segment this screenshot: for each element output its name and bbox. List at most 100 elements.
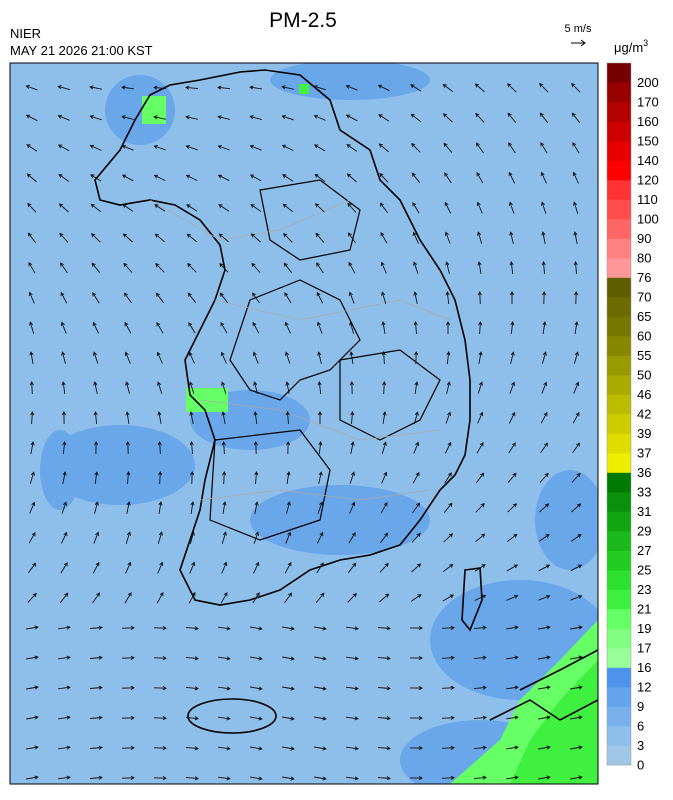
wind-arrow [158, 501, 163, 514]
wind-arrow [314, 626, 327, 631]
wind-arrow [29, 471, 35, 484]
wind-arrow [414, 351, 419, 365]
wind-arrow [348, 532, 356, 544]
wind-arrow [28, 562, 37, 574]
wind-arrow [538, 594, 551, 601]
wind-arrow [348, 261, 356, 274]
wind-arrow [347, 232, 356, 244]
colorbar-label: 23 [637, 582, 651, 597]
wind-arrow [345, 776, 359, 781]
colorbar-label: 200 [637, 75, 659, 90]
wind-arrow [29, 501, 36, 514]
wind-arrow [26, 655, 39, 660]
colorbar-label: 70 [637, 290, 651, 305]
wind-arrow [93, 411, 98, 425]
wind-arrow [506, 715, 519, 720]
wind-arrow [58, 655, 71, 660]
wind-arrow [252, 351, 259, 364]
wind-arrow [349, 321, 355, 334]
wind-arrow [185, 145, 198, 151]
wind-arrow [153, 115, 166, 120]
wind-arrow [381, 351, 386, 365]
wind-vectors [25, 83, 583, 781]
wind-arrow [250, 746, 263, 751]
wind-arrow [27, 232, 36, 244]
wind-arrow [314, 203, 325, 213]
colorbar-swatch [607, 121, 631, 142]
wind-arrow [313, 144, 326, 152]
colorbar-swatch [607, 199, 631, 220]
colorbar-label: 29 [637, 524, 651, 539]
wind-arrow [156, 591, 164, 604]
wind-arrow [346, 173, 357, 183]
colorbar-label: 80 [637, 251, 651, 266]
wind-arrow [541, 351, 547, 364]
wind-arrow [345, 686, 359, 691]
wind-arrow [29, 351, 34, 364]
wind-arrow [89, 655, 103, 660]
wind-arrow [285, 531, 292, 544]
colorbar-label: 90 [637, 231, 651, 246]
wind-arrow [89, 144, 102, 151]
colorbar-label: 16 [637, 660, 651, 675]
colorbar-swatch [607, 316, 631, 337]
wind-arrow [222, 501, 227, 514]
wind-arrow [414, 381, 419, 394]
wind-arrow [286, 471, 291, 484]
wind-arrow [316, 321, 323, 334]
wind-arrow [477, 231, 483, 244]
wind-arrow [252, 292, 260, 304]
wind-arrow [58, 685, 71, 690]
wind-arrow [381, 471, 388, 484]
wind-arrow [153, 626, 167, 631]
wind-arrow [473, 655, 487, 660]
wind-arrow [316, 531, 324, 544]
colorbar-swatch [607, 141, 631, 161]
wind-arrow [221, 411, 226, 424]
colorbar-swatch [607, 102, 631, 122]
wind-arrow [92, 321, 100, 334]
wind-arrow [57, 114, 70, 121]
wind-arrow [441, 715, 455, 720]
wind-arrow [573, 231, 578, 244]
colorbar-label: 100 [637, 212, 659, 227]
wind-arrow [345, 656, 359, 661]
wind-arrow [217, 144, 230, 151]
wind-arrow [92, 292, 100, 304]
wind-arrow [282, 203, 293, 213]
wind-arrow [507, 472, 517, 483]
wind-arrow [189, 531, 195, 544]
wind-arrow [28, 291, 35, 304]
wind-arrow [250, 656, 263, 661]
wind-arrow [572, 411, 580, 424]
wind-arrow [89, 745, 103, 750]
wind-arrow [156, 351, 163, 364]
wind-arrow [442, 563, 454, 572]
unit-sup: 3 [643, 38, 648, 48]
concentration-patches [40, 63, 598, 784]
wind-arrow [475, 142, 484, 154]
wind-arrow [26, 685, 39, 690]
wind-arrow [89, 625, 103, 630]
wind-arrow [61, 381, 66, 394]
wind-arrow [345, 746, 359, 751]
wind-arrow [506, 625, 519, 630]
wind-arrow [153, 746, 167, 751]
wind-arrow [409, 776, 423, 781]
wind-arrow [93, 351, 99, 364]
colorbar-swatch [607, 687, 631, 707]
wind-arrow [539, 112, 549, 123]
wind-scale-label: 5 m/s [565, 23, 592, 35]
wind-arrow [318, 441, 323, 455]
wind-arrow [442, 83, 454, 92]
wind-arrow [89, 715, 103, 720]
wind-arrow [314, 776, 327, 781]
wind-arrow [90, 174, 102, 182]
wind-arrow [410, 84, 422, 92]
wind-arrow [443, 502, 453, 513]
wind-arrow [122, 204, 134, 212]
wind-arrow [445, 261, 450, 274]
wind-arrow [186, 204, 198, 212]
wind-arrow [318, 471, 323, 484]
wind-arrow [187, 292, 197, 303]
